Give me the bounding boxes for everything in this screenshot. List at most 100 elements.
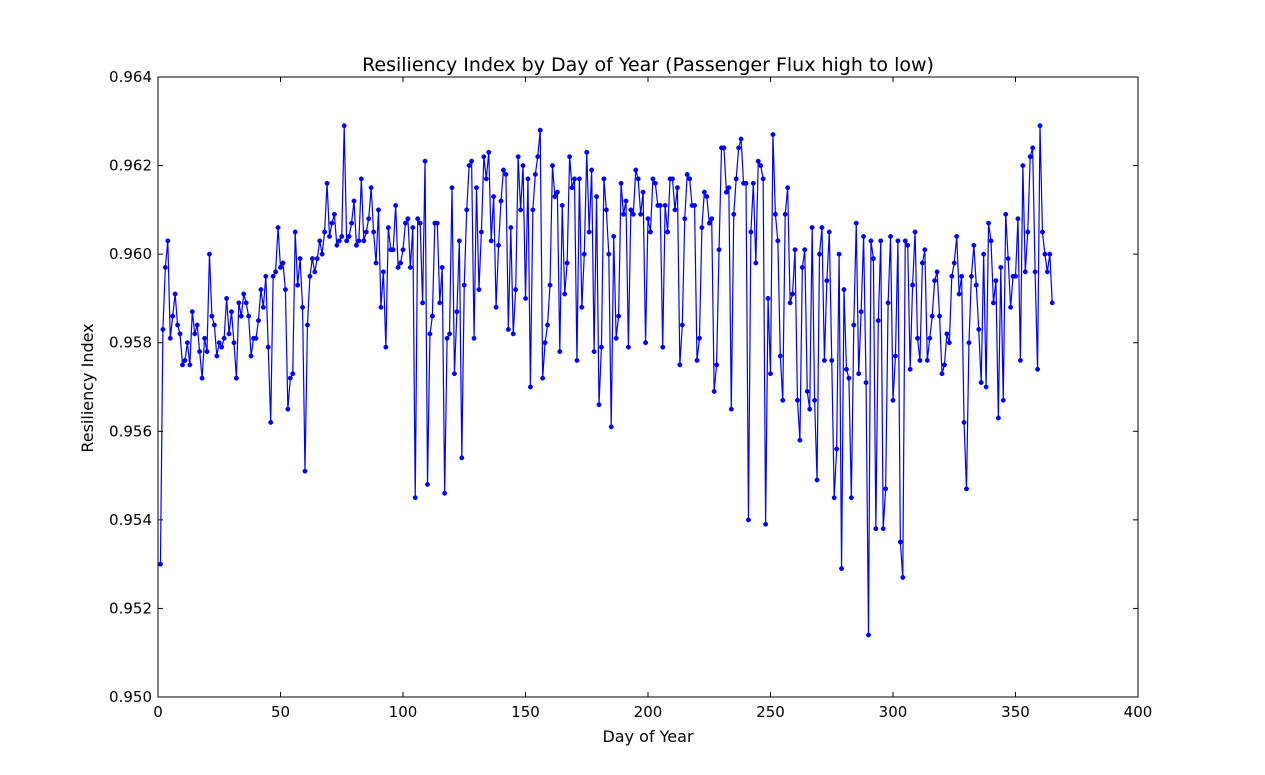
data-point [329, 220, 335, 226]
data-point [799, 264, 805, 270]
data-point [1020, 163, 1026, 169]
data-point [158, 561, 163, 567]
data-point [1000, 397, 1006, 403]
data-point [677, 362, 683, 368]
data-point [993, 278, 999, 284]
data-point [601, 176, 607, 182]
data-point [648, 229, 653, 235]
data-point [221, 335, 227, 341]
y-tick-label: 0.962 [109, 157, 152, 175]
y-tick-label: 0.964 [109, 68, 152, 86]
data-point [535, 154, 541, 160]
data-point [564, 260, 570, 266]
data-point [797, 437, 803, 443]
data-point [275, 225, 281, 231]
data-point [243, 300, 249, 306]
data-point [613, 335, 619, 341]
data-point [638, 211, 644, 217]
data-point [929, 313, 935, 319]
data-point [684, 171, 690, 177]
data-point [380, 269, 386, 275]
data-point [246, 313, 252, 319]
data-point [721, 145, 727, 151]
data-point [322, 229, 328, 235]
data-point [226, 331, 232, 337]
data-point [532, 171, 538, 177]
data-point [356, 238, 362, 244]
data-point [951, 260, 957, 266]
data-point [679, 322, 685, 328]
data-point [897, 539, 903, 545]
data-point [177, 331, 183, 337]
data-point [1027, 154, 1033, 160]
data-point [902, 238, 908, 244]
data-point [278, 264, 283, 270]
data-point [160, 326, 166, 332]
data-point [787, 300, 793, 306]
data-point [314, 256, 320, 262]
data-point [932, 278, 938, 284]
data-point [841, 287, 847, 293]
data-point [351, 198, 357, 204]
data-point [219, 344, 225, 350]
data-point [400, 247, 406, 253]
data-point [447, 331, 452, 337]
data-point [300, 304, 305, 310]
axis-ticks: 0 50 100 150 200 250 300 350 400 0.950 0.952 0.954 0… [109, 68, 1152, 721]
data-point [1042, 251, 1048, 257]
data-point [187, 362, 193, 368]
data-point [464, 207, 470, 213]
data-point [866, 632, 871, 638]
data-point [1035, 366, 1041, 372]
data-point [738, 136, 744, 142]
data-point [567, 154, 573, 160]
data-point [287, 375, 293, 381]
data-point [498, 198, 504, 204]
data-point [270, 273, 276, 279]
x-tick-label: 250 [756, 703, 785, 721]
data-point [471, 335, 477, 341]
data-point [469, 158, 475, 164]
data-point [890, 397, 896, 403]
data-point [942, 362, 947, 368]
data-point [483, 176, 489, 182]
x-tick-label: 0 [153, 703, 163, 721]
data-point [456, 238, 462, 244]
data-point [905, 242, 911, 248]
data-point [765, 295, 771, 301]
data-point [711, 388, 717, 394]
data-point [726, 185, 732, 191]
data-point [425, 481, 430, 487]
data-point [630, 211, 636, 217]
data-point [621, 211, 626, 217]
data-point [180, 362, 185, 368]
data-point [748, 229, 754, 235]
data-point [758, 163, 764, 169]
data-series [158, 123, 1055, 638]
data-point [983, 384, 989, 390]
data-point [354, 242, 359, 248]
data-point [946, 340, 952, 346]
data-point [238, 313, 244, 319]
data-point [427, 331, 433, 337]
data-point [660, 344, 666, 350]
data-point [704, 194, 710, 200]
data-point [831, 495, 837, 501]
data-point [550, 163, 555, 169]
data-point [527, 384, 533, 390]
data-point [510, 331, 516, 337]
data-point [775, 238, 781, 244]
data-point [829, 357, 835, 363]
data-point [260, 304, 266, 310]
data-point [297, 256, 303, 262]
data-point [474, 185, 479, 191]
data-point [207, 251, 212, 257]
data-point [503, 171, 509, 177]
data-point [608, 424, 614, 430]
data-point [584, 149, 590, 155]
data-point [976, 326, 982, 332]
data-point [978, 380, 984, 386]
data-point [256, 318, 261, 324]
data-point [361, 238, 367, 244]
data-point [1003, 211, 1009, 217]
